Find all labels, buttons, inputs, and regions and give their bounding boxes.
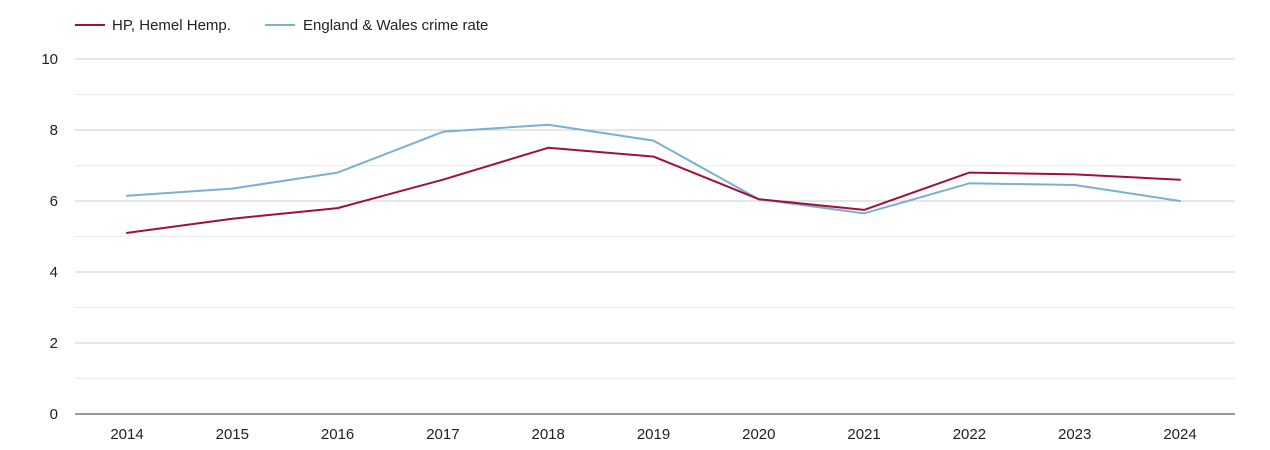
series-lines (126, 123, 1181, 234)
y-tick-label: 2 (50, 335, 58, 352)
x-axis-ticks: 2014 2015 2016 2017 2018 2019 2020 2021 … (110, 426, 1196, 443)
legend: HP, Hemel Hemp. England & Wales crime ra… (75, 17, 488, 34)
x-tick-label: 2017 (426, 426, 459, 443)
y-tick-label: 8 (50, 122, 58, 139)
y-axis-ticks: 0 2 4 6 8 10 (41, 51, 58, 423)
y-tick-label: 10 (41, 51, 58, 68)
legend-label-england-wales: England & Wales crime rate (303, 17, 488, 34)
series-line-england-wales (126, 123, 1181, 215)
x-tick-label: 2024 (1163, 426, 1196, 443)
x-tick-label: 2016 (321, 426, 354, 443)
x-tick-label: 2018 (532, 426, 565, 443)
x-tick-label: 2021 (847, 426, 880, 443)
x-tick-label: 2022 (953, 426, 986, 443)
gridlines (75, 58, 1235, 379)
x-tick-label: 2015 (216, 426, 249, 443)
y-tick-label: 6 (50, 193, 58, 210)
x-tick-label: 2020 (742, 426, 775, 443)
x-tick-label: 2019 (637, 426, 670, 443)
y-tick-label: 0 (50, 406, 58, 423)
x-tick-label: 2014 (110, 426, 143, 443)
series-line-hp-hemel-hemp (126, 146, 1181, 234)
x-tick-label: 2023 (1058, 426, 1091, 443)
y-tick-label: 4 (50, 264, 58, 281)
legend-label-hp-hemel-hemp: HP, Hemel Hemp. (112, 17, 231, 34)
